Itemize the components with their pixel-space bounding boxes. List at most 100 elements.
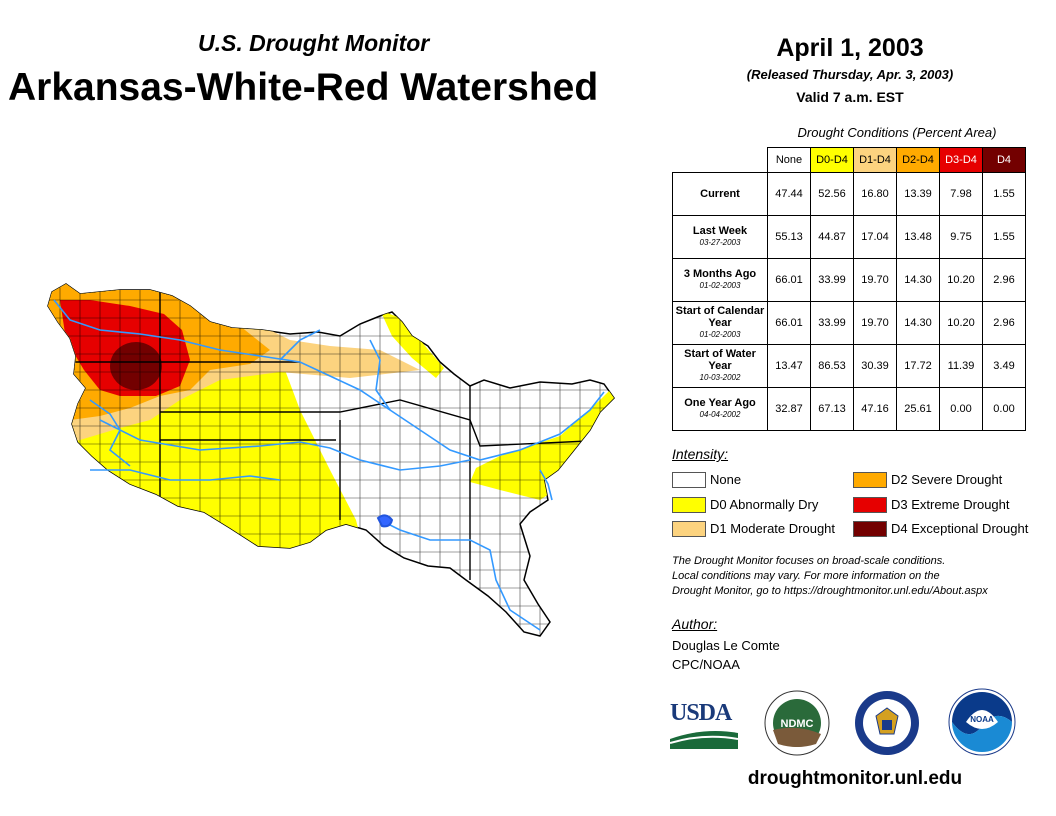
usda-logo: USDA [669, 700, 739, 750]
release-date: (Released Thursday, Apr. 3, 2003) [746, 67, 954, 82]
table-cell: 33.99 [810, 301, 854, 345]
row-label-text: 3 Months Ago [683, 268, 757, 280]
row-label: Start of Calendar Year 01-02-2003 [672, 301, 768, 345]
table-cell: 86.53 [810, 344, 854, 388]
valid-time: Valid 7 a.m. EST [796, 89, 904, 105]
table-cell: 10.20 [939, 258, 983, 302]
legend-item-d0: D0 Abnormally Dry [672, 497, 842, 515]
legend-label: None [710, 472, 742, 487]
d0-area-northeast [380, 310, 444, 378]
ndmc-logo: NDMC [764, 690, 830, 756]
legend-swatch [853, 497, 887, 513]
d4-area [110, 342, 162, 390]
map-date: April 1, 2003 [776, 34, 924, 62]
table-cell: 33.99 [810, 258, 854, 302]
disclaimer-note: The Drought Monitor focuses on broad-sca… [672, 554, 1052, 599]
col-d4: D4 [982, 147, 1026, 173]
legend-swatch [853, 472, 887, 488]
author-label: Author: [672, 616, 718, 632]
legend-item-d1: D1 Moderate Drought [672, 521, 842, 539]
table-cell: 47.44 [767, 172, 811, 216]
table-cell: 11.39 [939, 344, 983, 388]
table-caption: Drought Conditions (Percent Area) [797, 125, 997, 140]
rivers [53, 299, 605, 631]
row-label-text: Start of Calendar Year [675, 305, 765, 329]
row-date: 10-03-2002 [699, 373, 741, 382]
table-corner [672, 147, 768, 173]
table-cell: 9.75 [939, 215, 983, 259]
map-title: Arkansas-White-Red Watershed [8, 66, 599, 109]
table-cell: 17.72 [896, 344, 940, 388]
table-cell: 32.87 [767, 387, 811, 431]
table-cell: 66.01 [767, 258, 811, 302]
table-cell: 2.96 [982, 258, 1026, 302]
table-cell: 14.30 [896, 258, 940, 302]
author-org: CPC/NOAA [672, 657, 740, 672]
note-line: Drought Monitor, go to https://droughtmo… [672, 585, 988, 597]
usda-hills-icon [669, 731, 739, 749]
table-cell: 44.87 [810, 215, 854, 259]
legend-item-d3: D3 Extreme Drought [853, 497, 1043, 515]
legend-title: Intensity: [672, 446, 729, 462]
table-cell: 2.96 [982, 301, 1026, 345]
col-d0-d4: D0-D4 [810, 147, 854, 173]
table-cell: 17.04 [853, 215, 897, 259]
d0-area-east [470, 380, 614, 500]
note-line: Local conditions may vary. For more info… [672, 570, 940, 582]
table-cell: 7.98 [939, 172, 983, 216]
table-cell: 16.80 [853, 172, 897, 216]
table-row: 3 Months Ago 01-02-2003 66.01 33.99 19.70… [672, 258, 1026, 302]
row-label: Last Week 03-27-2003 [672, 215, 768, 259]
table-cell: 25.61 [896, 387, 940, 431]
col-d3-d4: D3-D4 [939, 147, 983, 173]
row-label: 3 Months Ago 01-02-2003 [672, 258, 768, 302]
legend-swatch [672, 521, 706, 537]
ndmc-logo-text: NDMC [781, 718, 814, 730]
col-d2-d4: D2-D4 [896, 147, 940, 173]
table-header-row: None D0-D4 D1-D4 D2-D4 D3-D4 D4 [672, 147, 1026, 173]
author-name: Douglas Le Comte [672, 638, 780, 653]
row-date: 04-04-2002 [699, 410, 741, 419]
legend-label: D2 Severe Drought [891, 472, 1003, 487]
legend-label: D3 Extreme Drought [891, 497, 1010, 512]
table-row: Last Week 03-27-2003 55.13 44.87 17.04 13… [672, 215, 1026, 259]
noaa-logo: NOAA [948, 688, 1016, 756]
table-cell: 47.16 [853, 387, 897, 431]
table-row: Current 47.44 52.56 16.80 13.39 7.98 1.5… [672, 172, 1026, 216]
table-cell: 0.00 [939, 387, 983, 431]
legend-swatch [672, 472, 706, 488]
table-cell: 19.70 [853, 301, 897, 345]
row-label-text: Current [700, 188, 740, 200]
table-cell: 1.55 [982, 215, 1026, 259]
table-cell: 30.39 [853, 344, 897, 388]
row-date: 01-02-2003 [699, 330, 741, 339]
table-cell: 14.30 [896, 301, 940, 345]
table-cell: 67.13 [810, 387, 854, 431]
legend-item-none: None [672, 472, 842, 490]
row-date: 03-27-2003 [699, 238, 741, 247]
col-d1-d4: D1-D4 [853, 147, 897, 173]
table-cell: 13.39 [896, 172, 940, 216]
table-cell: 66.01 [767, 301, 811, 345]
legend-item-d2: D2 Severe Drought [853, 472, 1043, 490]
footer-url[interactable]: droughtmonitor.unl.edu [747, 768, 963, 789]
table-cell: 52.56 [810, 172, 854, 216]
row-label-text: Start of Water Year [684, 348, 756, 372]
map-subtitle: U.S. Drought Monitor [198, 30, 430, 56]
noaa-logo-text: NOAA [970, 715, 994, 724]
lake [376, 514, 394, 528]
table-cell: 13.48 [896, 215, 940, 259]
table-cell: 19.70 [853, 258, 897, 302]
row-label: Current [672, 172, 768, 216]
legend-label: D4 Exceptional Drought [891, 521, 1029, 536]
doc-seal-logo [855, 691, 919, 755]
row-date: 01-02-2003 [699, 281, 741, 290]
row-label: Start of Water Year 10-03-2002 [672, 344, 768, 388]
col-none: None [767, 147, 811, 173]
watershed-map [47, 283, 615, 637]
row-label-text: Last Week [692, 225, 748, 237]
row-label-text: One Year Ago [684, 397, 756, 409]
legend-label: D0 Abnormally Dry [710, 497, 819, 512]
table-cell: 0.00 [982, 387, 1026, 431]
drought-table: None D0-D4 D1-D4 D2-D4 D3-D4 D4 Current … [672, 147, 1026, 431]
